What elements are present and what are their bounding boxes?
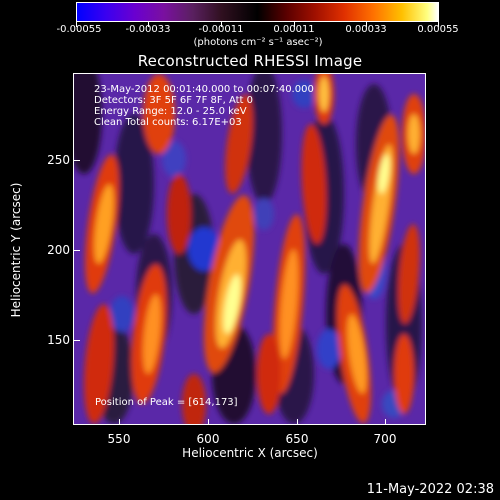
y-tick-label: 250 [47,153,70,167]
x-tick-label: 550 [107,432,131,446]
x-tick [297,419,298,425]
footer-date: 11-May-2022 02:38 [366,482,494,497]
x-tick [385,419,386,425]
x-tick-label: 600 [196,432,220,446]
colorbar-tick-label: -0.00011 [198,24,244,35]
colorbar-tick-label: -0.00055 [56,24,102,35]
colorbar-tick-label: 0.00011 [273,24,315,35]
colorbar-tick-label: 0.00033 [345,24,387,35]
y-tick [74,160,80,161]
colorbar-units: (photons cm⁻² s⁻¹ asec⁻²) [193,37,323,48]
peak-position: Position of Peak = [614,173] [95,397,238,408]
x-tick-label: 650 [285,432,309,446]
x-tick [208,419,209,425]
info-energy-range: Energy Range: 12.0 - 25.0 keV [94,106,247,117]
colorbar-tick [76,22,77,27]
x-tick [119,419,120,425]
y-axis-label: Heliocentric Y (arcsec) [9,182,23,318]
info-counts: Clean Total counts: 6.17E+03 [94,117,242,128]
colorbar-tick [221,22,222,27]
colorbar [76,2,439,22]
colorbar-tick-label: -0.00033 [125,24,171,35]
colorbar-tick [366,22,367,27]
y-tick-label: 200 [47,243,70,257]
x-axis-label: Heliocentric X (arcsec) [182,446,318,460]
y-tick [74,340,80,341]
image-title: Reconstructed RHESSI Image [137,52,363,70]
y-tick-label: 150 [47,333,70,347]
colorbar-tick-label: 0.00055 [417,24,459,35]
y-tick [74,250,80,251]
info-date-range: 23-May-2012 00:01:40.000 to 00:07:40.000 [94,84,314,95]
colorbar-tick [294,22,295,27]
colorbar-tick [148,22,149,27]
colorbar-tick [438,22,439,27]
image-plot: 23-May-2012 00:01:40.000 to 00:07:40.000… [73,73,426,425]
heatmap-image [74,74,425,424]
x-tick-label: 700 [373,432,397,446]
info-detectors: Detectors: 3F 5F 6F 7F 8F, Att 0 [94,95,254,106]
